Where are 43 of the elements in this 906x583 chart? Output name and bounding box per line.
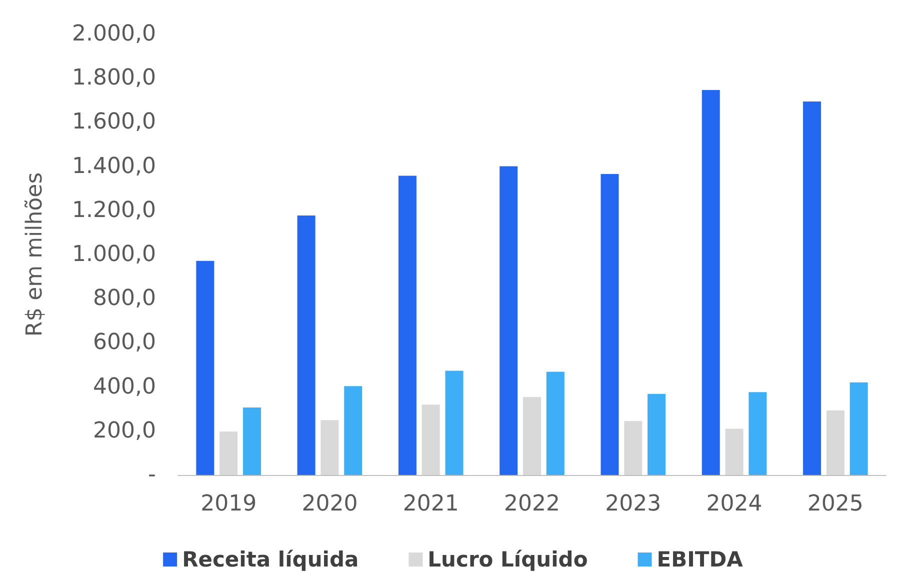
legend-label: Lucro Líquido [428,548,588,572]
x-tick-label: 2023 [605,492,662,516]
x-tick-label: 2024 [706,492,762,516]
y-tick-label: 1.800,0 [72,66,156,91]
bar [748,392,767,475]
legend-label: EBITDA [656,548,744,572]
y-axis-title: R$ em milhões [22,172,48,337]
x-tick-label: 2022 [504,492,560,516]
bar [422,404,440,475]
y-tick-label: 1.600,0 [72,110,156,135]
bar [850,382,868,475]
x-tick-label: 2019 [200,492,257,516]
bar [803,101,822,475]
y-tick-label: 1.000,0 [72,242,156,267]
bar [242,408,261,475]
y-tick-label: 600,0 [93,330,156,356]
bar [344,386,362,475]
bar [725,428,744,475]
bar [648,394,666,475]
x-tick-label: 2020 [302,492,358,516]
y-tick-label: 1.200,0 [72,198,156,223]
bar [297,215,316,475]
bar [600,174,619,475]
bar [500,166,518,475]
bar [624,420,642,475]
bar [398,176,416,475]
y-tick-label: 200,0 [93,418,156,444]
y-tick-label: 400,0 [93,374,156,400]
bar [546,372,564,475]
bar [196,260,214,475]
x-tick-label: 2025 [807,492,864,516]
y-tick-label: - [148,462,156,488]
bar [702,90,720,475]
x-tick-label: 2021 [402,492,459,516]
y-tick-label: 1.400,0 [72,154,156,179]
bar [220,432,238,475]
y-tick-label: 2.000,0 [72,22,156,46]
bar [523,396,541,475]
legend-label: Receita líquida [182,548,359,572]
bar [320,420,339,475]
bar [445,370,464,475]
bar [826,410,844,475]
y-tick-label: 800,0 [93,286,156,312]
